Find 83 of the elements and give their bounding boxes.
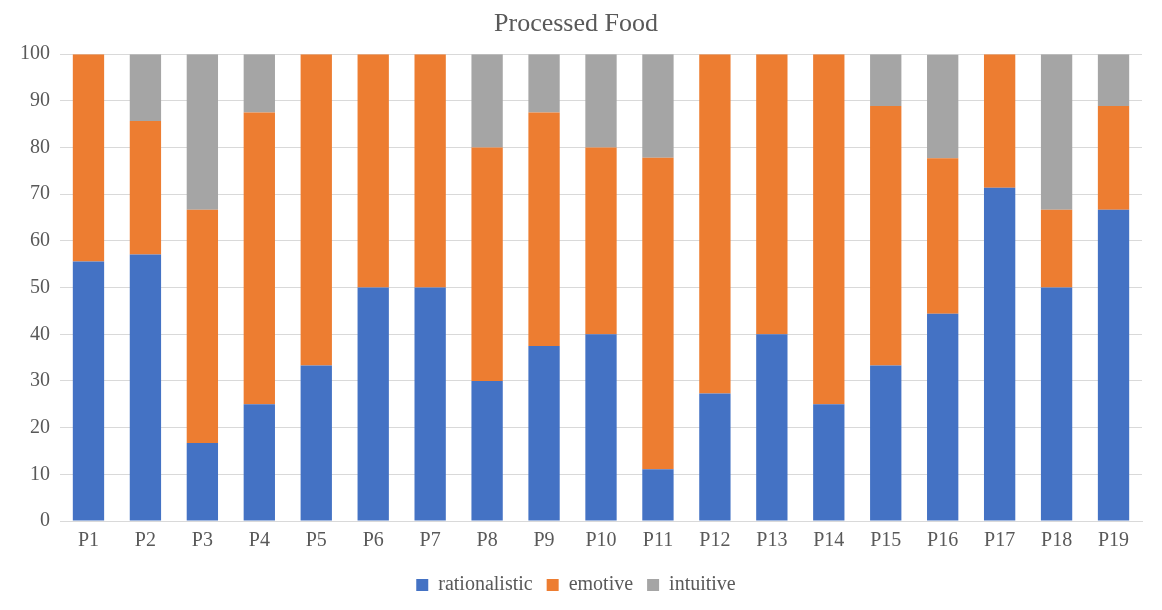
bar — [585, 54, 617, 148]
y-tick-label: 0 — [40, 508, 50, 531]
x-tick-label: P5 — [305, 528, 327, 551]
bar — [1097, 106, 1130, 210]
bar — [1040, 209, 1073, 288]
legend-label: rationalistic — [438, 572, 533, 595]
y-tick-label: 20 — [30, 414, 50, 437]
bar — [357, 287, 389, 521]
bar — [186, 443, 219, 521]
x-tick-label: P4 — [248, 528, 270, 551]
bar — [528, 54, 560, 113]
bar — [756, 54, 788, 335]
x-tick-label: P17 — [984, 528, 1016, 551]
y-tick-label: 90 — [30, 88, 50, 111]
x-tick-label: P10 — [585, 528, 617, 551]
bar — [699, 54, 731, 394]
bar — [414, 54, 446, 288]
bar — [642, 157, 674, 470]
bar — [414, 287, 446, 521]
bar — [1040, 54, 1073, 210]
bar — [72, 54, 105, 262]
bar — [870, 365, 902, 521]
x-tick-label: P7 — [419, 528, 441, 551]
bar — [927, 54, 959, 159]
x-tick-label: P3 — [191, 528, 213, 551]
y-tick-label: 80 — [30, 134, 50, 157]
y-tick-label: 50 — [30, 274, 50, 297]
bar — [129, 120, 162, 255]
bar — [186, 209, 219, 444]
x-tick-label: P18 — [1041, 528, 1073, 551]
y-tick-label: 60 — [30, 228, 50, 251]
x-tick-label: P16 — [927, 528, 959, 551]
bar — [300, 54, 332, 366]
y-tick-label: 30 — [30, 368, 50, 391]
x-tick-label: P14 — [813, 528, 845, 551]
legend-label: intuitive — [669, 572, 736, 595]
x-tick-label: P2 — [134, 528, 156, 551]
bar — [471, 147, 503, 381]
bar — [927, 313, 959, 521]
bar — [870, 54, 902, 107]
bar — [1040, 287, 1073, 521]
bar — [983, 187, 1016, 521]
chart-title: Processed Food — [494, 8, 658, 38]
x-tick-label: P8 — [476, 528, 498, 551]
bar — [1097, 54, 1130, 107]
bar — [642, 469, 674, 521]
bar — [243, 404, 275, 521]
bar — [756, 334, 788, 521]
bar — [72, 261, 105, 521]
bar — [528, 112, 560, 346]
bar — [813, 54, 845, 405]
bar — [585, 147, 617, 335]
bar — [983, 54, 1016, 188]
x-tick-label: P9 — [533, 528, 555, 551]
bar — [129, 54, 162, 121]
bar — [471, 54, 503, 148]
legend-label: emotive — [568, 572, 634, 595]
bar — [1097, 209, 1130, 521]
bar — [186, 54, 219, 210]
x-tick-label: P6 — [362, 528, 384, 551]
y-tick-label: 10 — [30, 461, 50, 484]
bar — [642, 54, 674, 158]
bar — [870, 106, 902, 366]
bar — [813, 404, 845, 521]
bar — [528, 345, 560, 521]
bar — [357, 54, 389, 288]
x-tick-label: P1 — [77, 528, 100, 551]
bar — [300, 365, 332, 521]
bar — [699, 393, 731, 521]
y-tick-label: 70 — [30, 181, 50, 204]
bar — [129, 254, 162, 521]
x-tick-label: P11 — [642, 528, 674, 551]
bar — [243, 112, 275, 405]
x-tick-label: P13 — [756, 528, 788, 551]
x-tick-label: P19 — [1097, 528, 1130, 551]
y-tick-label: 40 — [30, 321, 50, 344]
bar — [927, 158, 959, 314]
x-tick-label: P15 — [870, 528, 902, 551]
bar — [585, 334, 617, 521]
x-tick-label: P12 — [699, 528, 731, 551]
bar — [243, 54, 275, 113]
bar — [471, 380, 503, 521]
y-tick-label: 100 — [20, 41, 50, 64]
